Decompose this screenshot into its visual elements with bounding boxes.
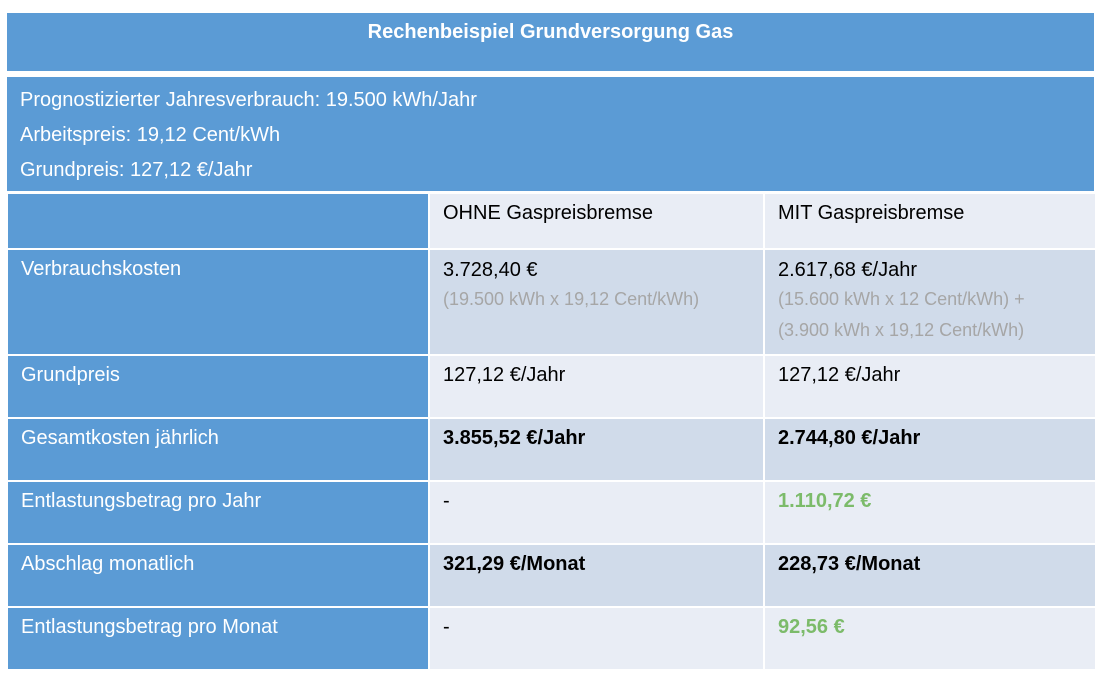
row-label-entlastung-jahr: Entlastungsbetrag pro Jahr [6,480,430,545]
cell-abschlag-mit: 228,73 €/Monat [763,543,1097,608]
annual-consumption-line: Prognostizierter Jahresverbrauch: 19.500… [20,89,477,111]
header-empty-cell [6,192,430,250]
cell-gesamt-mit: 2.744,80 €/Jahr [763,417,1097,482]
header-row: OHNE Gaspreisbremse MIT Gaspreisbremse [6,192,1097,250]
assumptions-block: Prognostizierter Jahresverbrauch: 19.500… [6,76,1095,192]
calculation-table: Rechenbeispiel Grundversorgung Gas Progn… [6,12,1097,671]
savings-year-value: 1.110,72 € [778,490,872,512]
base-price-line: Grundpreis: 127,12 €/Jahr [20,159,253,181]
table-row: Entlastungsbetrag pro Jahr - 1.110,72 € [6,480,1097,545]
formula-verbrauch-ohne: (19.500 kWh x 19,12 Cent/kWh) [443,289,700,309]
cell-grundpreis-ohne: 127,12 €/Jahr [428,354,765,419]
row-label-entlastung-monat: Entlastungsbetrag pro Monat [6,606,430,671]
cell-entlastung-monat-ohne: - [428,606,765,671]
row-label-gesamtkosten: Gesamtkosten jährlich [6,417,430,482]
cell-verbrauch-ohne: 3.728,40 € (19.500 kWh x 19,12 Cent/kWh) [428,248,765,356]
formula-verbrauch-mit-2: (3.900 kWh x 19,12 Cent/kWh) [778,320,1025,340]
savings-month-value: 92,56 € [778,616,845,638]
header-mit: MIT Gaspreisbremse [763,192,1097,250]
working-price-line: Arbeitspreis: 19,12 Cent/kWh [20,124,281,146]
row-label-verbrauchskosten: Verbrauchskosten [6,248,430,356]
cell-entlastung-monat-mit: 92,56 € [763,606,1097,671]
table-row: Entlastungsbetrag pro Monat - 92,56 € [6,606,1097,671]
cell-entlastung-jahr-mit: 1.110,72 € [763,480,1097,545]
table-title: Rechenbeispiel Grundversorgung Gas [6,12,1095,72]
formula-verbrauch-mit-1: (15.600 kWh x 12 Cent/kWh) + [778,289,1025,309]
cell-entlastung-jahr-ohne: - [428,480,765,545]
table-row: Gesamtkosten jährlich 3.855,52 €/Jahr 2.… [6,417,1097,482]
cell-gesamt-ohne: 3.855,52 €/Jahr [428,417,765,482]
comparison-table: OHNE Gaspreisbremse MIT Gaspreisbremse V… [6,192,1097,671]
table-row: Grundpreis 127,12 €/Jahr 127,12 €/Jahr [6,354,1097,419]
cell-grundpreis-mit: 127,12 €/Jahr [763,354,1097,419]
table-row: Abschlag monatlich 321,29 €/Monat 228,73… [6,543,1097,608]
table-row: Verbrauchskosten 3.728,40 € (19.500 kWh … [6,248,1097,356]
header-ohne: OHNE Gaspreisbremse [428,192,765,250]
value-verbrauch-mit: 2.617,68 €/Jahr [778,259,917,281]
cell-verbrauch-mit: 2.617,68 €/Jahr (15.600 kWh x 12 Cent/kW… [763,248,1097,356]
divider [6,72,1095,76]
value-verbrauch-ohne: 3.728,40 € [443,259,538,281]
row-label-abschlag: Abschlag monatlich [6,543,430,608]
row-label-grundpreis: Grundpreis [6,354,430,419]
cell-abschlag-ohne: 321,29 €/Monat [428,543,765,608]
